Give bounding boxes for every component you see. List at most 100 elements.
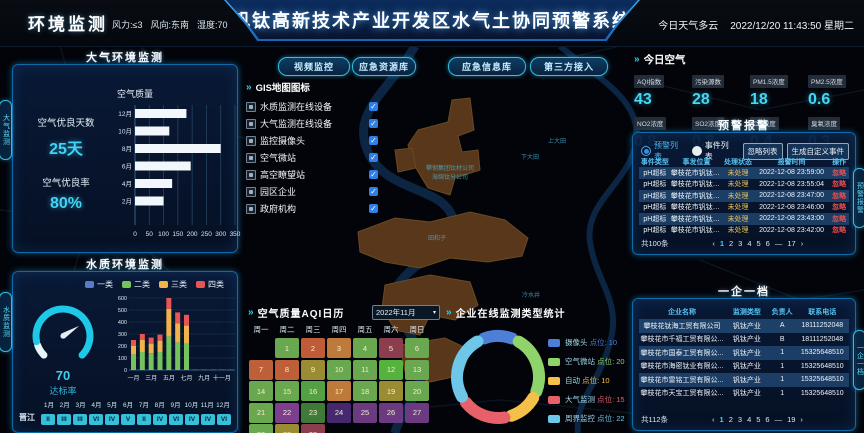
calendar-day-cell[interactable]: 28 [249,424,273,433]
page-number[interactable]: 19 [787,415,796,424]
prev-page[interactable]: ‹ [712,415,715,424]
calendar-day-cell[interactable]: 24 [327,402,351,423]
layer-checkbox[interactable]: ✓ [369,204,378,213]
layer-checkbox[interactable]: ✓ [369,170,378,179]
alarm-ignore-link[interactable]: 忽略 [832,215,847,223]
calendar-day-cell[interactable]: 23 [301,402,325,423]
page-number[interactable]: 3 [738,239,743,248]
calendar-day-cell[interactable]: 9 [301,359,325,380]
calendar-day-cell[interactable]: 5 [379,338,403,358]
calendar-day-cell[interactable]: 11 [353,359,377,380]
enterprise-row[interactable]: 攀枝花市雷铭工贸有限公... 钒钛产业 1 15325648510 [639,373,849,387]
tab-air-monitor[interactable]: 大气监测 [0,100,12,160]
calendar-day-cell[interactable]: 21 [249,402,273,423]
grade-cell[interactable]: IV [201,414,215,425]
calendar-day-cell[interactable]: 10 [327,359,351,380]
layer-checkbox[interactable]: ✓ [369,136,378,145]
calendar-day-cell[interactable]: 30 [301,424,325,433]
alarm-row[interactable]: pH超标 攀枝花市钒钛产... 未处理 2022-12-08 23:43:00 忽略 [639,213,849,225]
enterprise-row[interactable]: 攀枝花钛海工贸有限公司 钒钛产业 A 18111252048 [639,319,849,333]
page-number[interactable]: 1 [719,239,724,248]
calendar-day-cell[interactable]: 14 [249,381,273,401]
calendar-day-cell[interactable]: 19 [379,381,403,401]
grade-cell[interactable]: III [73,414,87,425]
grade-cell[interactable]: II [41,414,55,425]
alarm-ignore-link[interactable]: 忽略 [832,169,847,177]
alarm-row[interactable]: pH超标 攀枝花市钒钛产... 未处理 2022-12-08 23:42:00 忽略 [639,225,849,237]
page-number[interactable]: 2 [728,415,733,424]
gis-layer-row[interactable]: 空气微站 ✓ [246,149,378,166]
calendar-day-cell[interactable]: 3 [327,338,351,358]
page-number[interactable]: 4 [747,239,752,248]
grade-cell[interactable]: VI [169,414,183,425]
page-number[interactable]: 6 [765,415,770,424]
gis-layer-row[interactable]: 大气监测在线设备 ✓ [246,115,378,132]
alarm-action-button[interactable]: 生成自定义事件 [786,142,849,160]
gis-layer-row[interactable]: 高空瞭望站 ✓ [246,166,378,183]
grade-cell[interactable]: V [121,414,135,425]
toolbar-button-1[interactable]: 视频监控 [278,57,350,76]
page-number[interactable]: — [774,239,783,248]
calendar-day-cell[interactable]: 1 [275,338,299,358]
alarm-ignore-link[interactable]: 忽略 [832,192,847,200]
grade-cell[interactable]: IV [153,414,167,425]
alarm-ignore-link[interactable]: 忽略 [832,227,847,235]
gis-layer-row[interactable]: 政府机构 ✓ [246,200,378,217]
toolbar-button-4[interactable]: 第三方接入 [530,57,608,76]
calendar-day-cell[interactable]: 12 [379,359,403,380]
tab-water-monitor[interactable]: 水质监测 [0,292,12,352]
calendar-day-cell[interactable]: 25 [353,402,377,423]
gis-layer-row[interactable]: 监控摄像头 ✓ [246,132,378,149]
toolbar-button-2[interactable]: 应急资源库 [352,57,416,76]
calendar-day-cell[interactable]: 2 [301,338,325,358]
alarm-row[interactable]: pH超标 攀枝花市钒钛产... 未处理 2022-12-08 23:47:00 忽略 [639,190,849,202]
calendar-day-cell[interactable]: 8 [275,359,299,380]
page-number[interactable]: 4 [747,415,752,424]
alarm-list-radio[interactable]: 预警列表 [641,140,686,162]
page-number[interactable]: 1 [719,415,724,424]
grade-cell[interactable]: III [57,414,71,425]
tab-enterprise[interactable]: 一企一档 [853,330,864,390]
page-number[interactable]: 5 [756,415,761,424]
alarm-row[interactable]: pH超标 攀枝花市钒钛产... 未处理 2022-12-08 23:59:00 忽略 [639,167,849,179]
layer-checkbox[interactable]: ✓ [369,102,378,111]
alarm-ignore-link[interactable]: 忽略 [832,204,847,212]
enterprise-row[interactable]: 攀枝花市千福工贸有限公... 钒钛产业 B 18111252048 [639,333,849,347]
tab-alarm[interactable]: 预警报警 [853,168,864,228]
layer-checkbox[interactable]: ✓ [369,153,378,162]
calendar-day-cell[interactable]: 22 [275,402,299,423]
calendar-day-cell[interactable]: 27 [405,402,429,423]
grade-cell[interactable]: II [137,414,151,425]
month-select[interactable]: 2022年11月 ▾ [372,305,440,320]
calendar-day-cell[interactable]: 6 [405,338,429,358]
next-page[interactable]: › [800,239,804,248]
page-number[interactable]: 2 [728,239,734,248]
calendar-day-cell[interactable]: 29 [275,424,299,433]
calendar-day-cell[interactable]: 26 [379,402,403,423]
gis-layer-row[interactable]: 水质监测在线设备 ✓ [246,98,378,115]
next-page[interactable]: › [800,415,803,424]
layer-checkbox[interactable]: ✓ [369,119,378,128]
grade-cell[interactable]: IV [105,414,119,425]
calendar-day-cell[interactable]: 4 [353,338,377,358]
calendar-day-cell[interactable]: 7 [249,359,273,380]
alarm-row[interactable]: pH超标 攀枝花市钒钛产... 未处理 2022-12-08 23:46:00 忽略 [639,202,849,214]
alarm-action-button[interactable]: 忽略列表 [742,142,783,160]
calendar-day-cell[interactable]: 18 [353,381,377,401]
grade-cell[interactable]: VI [217,414,231,425]
grade-cell[interactable]: VI [89,414,103,425]
alarm-ignore-link[interactable]: 忽略 [832,181,847,189]
enterprise-row[interactable]: 攀枝花市海密钛业有限公... 钒钛产业 1 15325648510 [639,360,849,374]
page-number[interactable]: — [774,415,783,424]
page-number[interactable]: 3 [737,415,743,424]
enterprise-row[interactable]: 攀枝花市天宝工贸有限公... 钒钛产业 1 15325648510 [639,387,849,401]
enterprise-row[interactable]: 攀枝花市国泰工贸有限公... 钒钛产业 1 15325648510 [639,346,849,360]
prev-page[interactable]: ‹ [712,239,715,248]
grade-cell[interactable]: IV [185,414,199,425]
page-number[interactable]: 5 [756,239,761,248]
calendar-day-cell[interactable]: 20 [405,381,429,401]
page-number[interactable]: 17 [787,239,796,248]
calendar-day-cell[interactable]: 15 [275,381,299,401]
alarm-row[interactable]: pH超标 攀枝花市钒钛产... 未处理 2022-12-08 23:55:04 忽略 [639,179,849,191]
layer-checkbox[interactable]: ✓ [369,187,378,196]
